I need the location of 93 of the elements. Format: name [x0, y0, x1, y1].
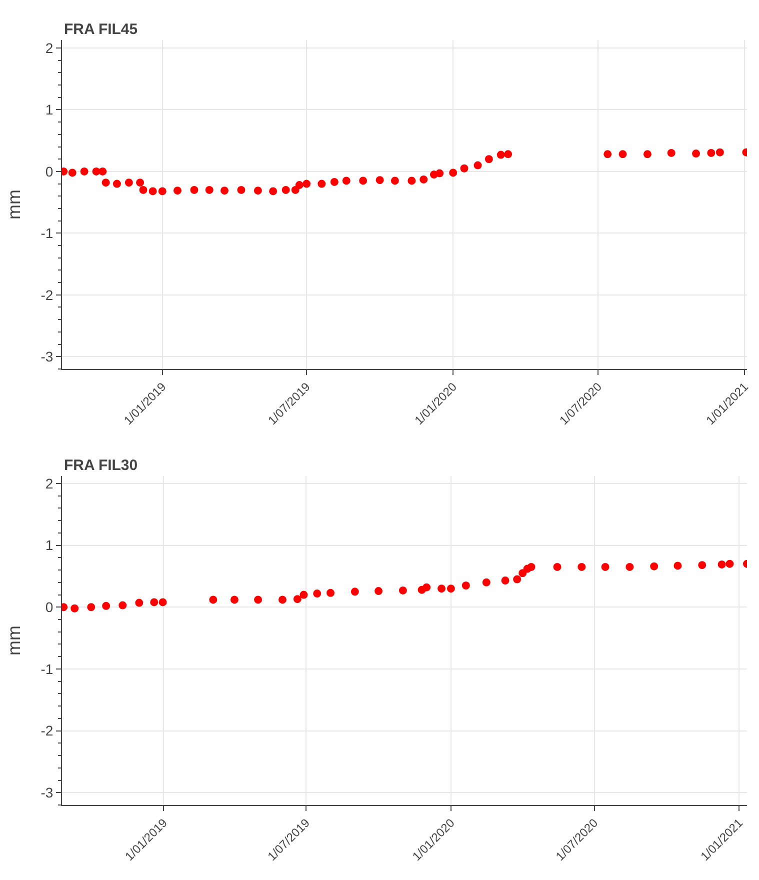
- point: [707, 148, 716, 157]
- point: [408, 176, 416, 185]
- point: [330, 178, 338, 186]
- y-tick-label: -1: [40, 225, 54, 242]
- point: [474, 161, 482, 170]
- y-tick-label: -3: [40, 348, 54, 365]
- point: [618, 150, 627, 158]
- point: [601, 562, 610, 571]
- point: [295, 181, 304, 190]
- point: [80, 167, 88, 176]
- y-tick-label: 0: [45, 163, 54, 180]
- point: [374, 587, 383, 596]
- y-tick-label: -2: [40, 286, 54, 303]
- point: [692, 150, 700, 158]
- point: [650, 562, 658, 570]
- point: [698, 561, 706, 570]
- point: [254, 186, 262, 195]
- point: [390, 176, 399, 185]
- point: [220, 186, 228, 195]
- point: [326, 588, 334, 597]
- point: [501, 576, 510, 585]
- point: [496, 150, 505, 159]
- point: [527, 562, 536, 571]
- point: [209, 596, 218, 604]
- y-axis-title: mm: [4, 626, 24, 656]
- point: [87, 603, 96, 612]
- point: [643, 150, 652, 158]
- point: [438, 584, 446, 593]
- point: [173, 186, 182, 195]
- point: [269, 187, 278, 196]
- point: [190, 186, 198, 194]
- point: [667, 148, 676, 157]
- point: [398, 586, 407, 594]
- point: [482, 578, 490, 586]
- point: [70, 604, 79, 612]
- point: [282, 186, 290, 194]
- y-tick-label: -2: [40, 722, 54, 739]
- point: [300, 590, 308, 599]
- point: [420, 175, 428, 184]
- point: [68, 168, 76, 177]
- point: [626, 562, 634, 571]
- point: [718, 560, 726, 568]
- point: [376, 176, 384, 184]
- point: [674, 562, 682, 570]
- point: [102, 602, 110, 610]
- point: [98, 167, 107, 176]
- y-tick-label: -3: [40, 784, 54, 801]
- point: [449, 168, 458, 177]
- point: [513, 575, 522, 584]
- point: [302, 180, 311, 188]
- point: [578, 562, 586, 571]
- chart-title: FRA FIL45: [64, 21, 138, 38]
- point: [462, 581, 470, 590]
- point: [484, 155, 493, 164]
- point: [293, 595, 302, 604]
- y-tick-label: 1: [45, 537, 54, 554]
- point: [504, 150, 512, 158]
- point: [237, 186, 246, 194]
- point: [150, 598, 158, 606]
- point: [124, 178, 133, 187]
- point: [604, 150, 612, 158]
- point: [230, 596, 238, 604]
- point: [158, 187, 166, 196]
- point: [205, 186, 214, 194]
- point: [726, 560, 734, 568]
- point: [139, 186, 148, 194]
- point: [118, 601, 127, 610]
- point: [313, 590, 322, 598]
- point: [158, 598, 167, 606]
- y-tick-label: -1: [40, 660, 54, 677]
- y-axis-title: mm: [4, 189, 24, 220]
- point: [112, 180, 121, 188]
- point: [135, 598, 144, 607]
- point: [318, 180, 326, 188]
- point: [553, 562, 562, 571]
- point: [148, 187, 157, 196]
- chart-title: FRA FIL30: [64, 457, 138, 474]
- point: [460, 164, 468, 172]
- point: [350, 588, 359, 596]
- y-tick-label: 0: [45, 599, 54, 616]
- point: [436, 169, 444, 178]
- point: [102, 178, 110, 187]
- point: [254, 596, 262, 604]
- y-tick-label: 2: [45, 475, 54, 492]
- point: [446, 584, 455, 593]
- point: [136, 178, 144, 187]
- point: [359, 176, 368, 185]
- y-tick-label: 2: [45, 40, 54, 56]
- point: [716, 148, 724, 156]
- point: [342, 176, 350, 185]
- point: [278, 596, 286, 604]
- y-tick-label: 1: [45, 102, 54, 118]
- point: [422, 583, 431, 592]
